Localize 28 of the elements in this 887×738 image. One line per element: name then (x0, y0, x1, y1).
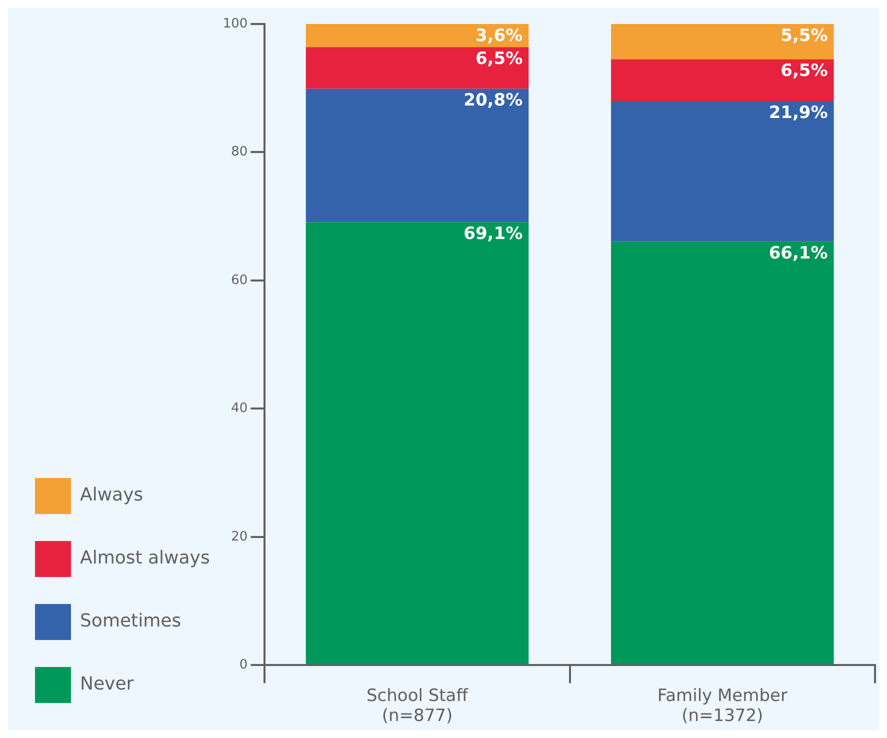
bar (306, 24, 529, 48)
y-tick-label: 0 (239, 658, 248, 673)
data-label: 3,6% (475, 26, 523, 46)
legend-label: Sometimes (80, 610, 182, 632)
bar (306, 88, 529, 222)
data-label: 6,5% (780, 61, 828, 82)
data-label: 6,5% (475, 49, 523, 70)
data-label: 20,8% (464, 90, 523, 111)
bar (611, 24, 834, 60)
y-tick-label: 100 (222, 16, 248, 32)
y-tick-label: 80 (231, 144, 248, 160)
bar (306, 47, 529, 89)
y-tick-label: 60 (231, 272, 248, 288)
legend-label: Always (80, 484, 144, 506)
x-tick-label: Family Member (n=1372) (657, 686, 788, 726)
legend-label: Never (80, 674, 134, 695)
legend-label: Almost always (80, 548, 210, 569)
bar (306, 222, 529, 664)
data-label: 5,5% (780, 26, 828, 46)
x-tick-label: School Staff (n=877) (366, 686, 470, 726)
data-label: 69,1% (464, 224, 523, 244)
y-tick-label: 20 (231, 529, 248, 544)
data-label: 66,1% (768, 243, 828, 264)
bar (611, 59, 834, 101)
data-label: 21,9% (768, 102, 828, 123)
bar (611, 241, 834, 664)
bar (611, 100, 834, 242)
y-tick-label: 40 (231, 401, 248, 416)
